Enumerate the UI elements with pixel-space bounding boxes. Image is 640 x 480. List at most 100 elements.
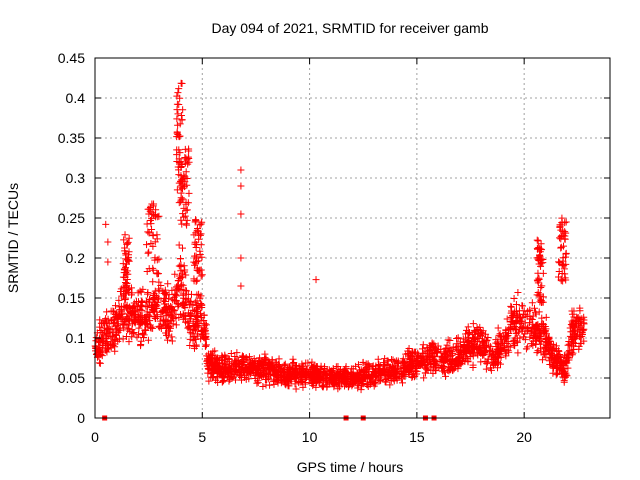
data-point (237, 166, 245, 174)
data-point (98, 319, 106, 327)
data-point (291, 362, 299, 370)
data-point (212, 354, 220, 362)
data-point (163, 324, 171, 332)
data-point (122, 280, 130, 288)
data-point (177, 163, 185, 171)
data-point (516, 334, 524, 342)
data-point (494, 364, 502, 372)
data-point (510, 294, 518, 302)
data-point (383, 357, 391, 365)
data-point (511, 339, 519, 347)
data-point (533, 236, 541, 244)
data-point (231, 376, 239, 384)
data-point (238, 370, 246, 378)
data-point (190, 258, 198, 266)
data-point (438, 367, 446, 375)
data-point (192, 217, 200, 225)
data-point (155, 323, 163, 331)
data-point (177, 263, 185, 271)
data-point (560, 242, 568, 250)
data-point (357, 386, 365, 394)
data-point (163, 318, 171, 326)
data-point (534, 237, 542, 245)
data-point (129, 329, 137, 337)
data-point (354, 381, 362, 389)
data-point (553, 362, 561, 370)
data-point (238, 353, 246, 361)
data-point (567, 320, 575, 328)
data-point (153, 270, 161, 278)
data-point (418, 345, 426, 353)
data-point (180, 172, 188, 180)
data-point (281, 360, 289, 368)
data-point (156, 317, 164, 325)
data-point (103, 308, 111, 316)
data-point (559, 277, 567, 285)
data-point (177, 282, 185, 290)
data-point (197, 241, 205, 249)
data-point (179, 195, 187, 203)
data-point (111, 343, 119, 351)
data-point (148, 226, 156, 234)
data-point (354, 375, 362, 383)
data-point (359, 359, 367, 367)
data-point (529, 312, 537, 320)
data-point (469, 361, 477, 369)
data-point (201, 342, 209, 350)
data-point (124, 310, 132, 318)
data-point (406, 358, 414, 366)
data-point (361, 365, 369, 373)
data-point (285, 382, 293, 390)
data-point (537, 284, 545, 292)
data-point (570, 307, 578, 315)
data-point (207, 373, 215, 381)
data-point (543, 341, 551, 349)
data-point (157, 313, 165, 321)
data-point (151, 314, 159, 322)
data-point (568, 351, 576, 359)
data-point (431, 361, 439, 369)
data-point (462, 326, 470, 334)
data-point (514, 288, 522, 296)
data-point (509, 311, 517, 319)
data-point (465, 336, 473, 344)
data-point (257, 358, 265, 366)
data-point (204, 369, 212, 377)
data-point (393, 366, 401, 374)
data-point (124, 238, 132, 246)
data-point (334, 385, 342, 393)
data-point (192, 229, 200, 237)
data-point (95, 359, 103, 367)
data-point (122, 316, 130, 324)
data-point (235, 366, 243, 374)
data-point (245, 362, 253, 370)
data-point (172, 296, 180, 304)
data-point (282, 381, 290, 389)
data-point (182, 312, 190, 320)
data-point (231, 360, 239, 368)
data-point (184, 324, 192, 332)
data-point (104, 238, 112, 246)
data-point (174, 89, 182, 97)
data-point (448, 365, 456, 373)
data-point (559, 257, 567, 265)
data-point (542, 336, 550, 344)
data-point (524, 324, 532, 332)
data-point (168, 337, 176, 345)
data-point (191, 240, 199, 248)
data-point (508, 313, 516, 321)
data-point (434, 342, 442, 350)
data-point (453, 345, 461, 353)
data-point (202, 333, 210, 341)
data-point (429, 355, 437, 363)
data-point (144, 228, 152, 236)
data-point (196, 294, 204, 302)
data-point (250, 363, 258, 371)
data-point (204, 350, 212, 358)
data-point (487, 366, 495, 374)
data-point (494, 324, 502, 332)
data-point (198, 271, 206, 279)
data-point (168, 333, 176, 341)
data-point (123, 240, 131, 248)
